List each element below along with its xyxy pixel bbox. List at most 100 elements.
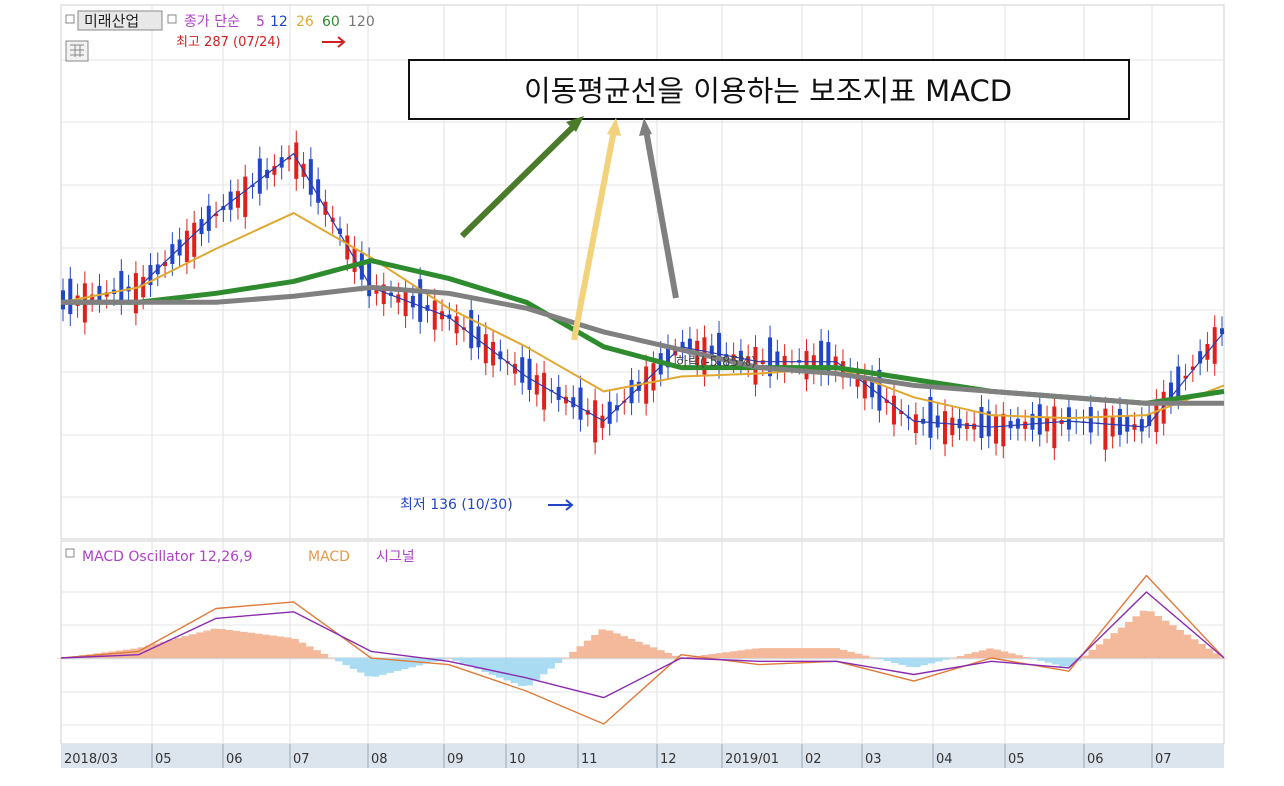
candle-body	[286, 157, 291, 160]
candle-body	[316, 179, 321, 203]
oscillator-bar	[203, 630, 212, 658]
change-label: 하락(-5.85%)	[676, 355, 756, 370]
oscillator-bar	[627, 638, 636, 658]
oscillator-bar	[152, 643, 160, 658]
oscillator-bar	[210, 628, 219, 658]
table-icon[interactable]	[65, 40, 89, 62]
oscillator-bar	[240, 631, 248, 658]
candle-body	[1183, 375, 1188, 379]
oscillator-bar	[488, 658, 497, 675]
candle-body	[884, 399, 889, 403]
candle-body	[520, 357, 525, 383]
x-axis-label: 2019/01	[725, 752, 779, 767]
oscillator-bar	[912, 658, 921, 668]
oscillator-bar	[766, 648, 775, 658]
macd-legend-toggle-icon[interactable]	[65, 548, 75, 558]
oscillator-bar	[93, 653, 102, 658]
ma-legend-toggle-icon[interactable]	[167, 14, 177, 24]
candle-body	[483, 334, 488, 364]
oscillator-bar	[1190, 639, 1199, 658]
oscillator-bar	[635, 641, 643, 658]
candle-body	[330, 217, 335, 222]
oscillator-bar	[715, 653, 724, 658]
oscillator-bar	[174, 638, 182, 658]
oscillator-bar	[774, 648, 782, 658]
oscillator-bar	[1132, 616, 1141, 658]
gray-arrow-head-icon	[639, 118, 652, 136]
oscillator-bar	[218, 629, 226, 658]
oscillator-bar	[1110, 633, 1119, 658]
oscillator-bar	[123, 649, 131, 658]
moving-average-lines	[60, 153, 1225, 428]
oscillator-bar	[891, 658, 899, 664]
oscillator-bar	[934, 658, 943, 662]
candle-body	[425, 305, 430, 311]
oscillator-bar	[379, 658, 387, 675]
oscillator-bar	[371, 658, 380, 677]
oscillator-bar	[232, 630, 241, 658]
oscillator-bar	[605, 630, 614, 658]
x-axis-labels: 2018/03 05 06 07 08 09 10 11 12 2019/01 02 03 04 05 06…	[64, 744, 1172, 768]
stock-name-box[interactable]	[77, 10, 163, 31]
oscillator-bar	[803, 648, 811, 658]
oscillator-bar	[364, 658, 373, 677]
oscillator-bar	[869, 657, 877, 658]
macd-oscillator-label: MACD Oscillator 12,26,9	[82, 549, 252, 565]
oscillator-bar	[839, 649, 848, 658]
table-icon-grid	[70, 44, 84, 57]
candle-body	[308, 159, 313, 195]
oscillator-bar	[518, 658, 526, 687]
candle-body	[97, 285, 102, 301]
candle-body	[826, 342, 831, 374]
oscillator-bar	[759, 648, 767, 658]
candle-body	[738, 350, 743, 363]
candle-body	[272, 166, 277, 175]
candle-body	[491, 341, 496, 366]
oscillator-bar	[1095, 644, 1104, 658]
candle-body	[257, 158, 262, 194]
candle-body	[964, 423, 969, 429]
candle-body	[410, 295, 415, 308]
oscillator-bar	[649, 647, 658, 658]
candle-body	[709, 345, 714, 357]
oscillator-bar	[1030, 658, 1038, 659]
oscillator-bar	[1168, 625, 1177, 658]
candle-body	[206, 205, 211, 231]
oscillator-bar	[247, 632, 255, 658]
oscillator-bar	[752, 648, 760, 658]
candle-body	[1176, 366, 1181, 398]
annotation-title: 이동평균선을 이용하는 보조지표 MACD	[524, 74, 1012, 108]
oscillator-bar	[920, 658, 928, 666]
oscillator-bar	[832, 648, 841, 658]
oscillator-bar	[503, 658, 511, 681]
oscillator-bar	[825, 648, 833, 658]
oscillator-bar	[576, 646, 585, 658]
ma5-label: 5	[256, 14, 265, 30]
candle-body	[1088, 407, 1093, 433]
candle-body	[972, 423, 977, 430]
legend-toggle-icon[interactable]	[65, 14, 75, 24]
candle-body	[1015, 418, 1020, 429]
candle-body	[593, 400, 598, 443]
candle-body	[294, 142, 299, 179]
candle-body	[68, 278, 73, 315]
candle-body	[359, 253, 364, 280]
oscillator-bar	[547, 658, 555, 669]
candle-body	[870, 377, 875, 398]
oscillator-bar	[1139, 610, 1148, 658]
candle-body	[1052, 406, 1057, 449]
oscillator-bar	[276, 636, 285, 658]
oscillator-bar	[664, 652, 672, 658]
x-axis-label: 2018/03	[64, 752, 118, 767]
candle-body	[476, 326, 481, 348]
candle-body	[228, 191, 233, 210]
candle-body	[877, 369, 882, 411]
candle-body	[447, 314, 452, 319]
candle-body	[432, 300, 437, 330]
oscillator-bar	[393, 658, 402, 672]
oscillator-bar	[262, 634, 270, 658]
candle-body	[913, 414, 918, 434]
oscillator-bar	[254, 633, 263, 658]
candle-body	[891, 395, 896, 425]
candle-body	[498, 351, 503, 360]
